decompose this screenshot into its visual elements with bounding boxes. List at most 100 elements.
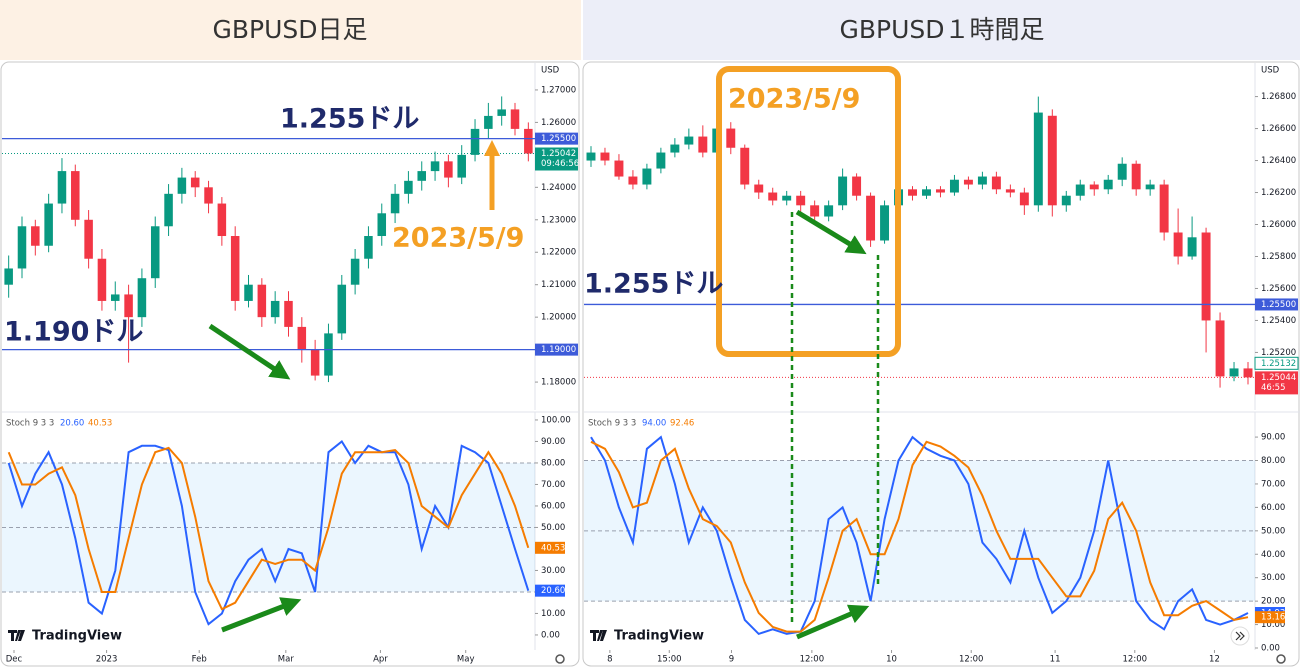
candle-body <box>796 195 806 206</box>
candle-body <box>257 284 267 318</box>
value-label: 20.60 <box>541 586 565 596</box>
y-tick-label: 1.25400 <box>1261 316 1296 326</box>
candle-body <box>71 171 80 220</box>
x-tick-label: Apr <box>373 655 388 665</box>
candle-body <box>838 176 848 206</box>
candle-body <box>642 168 652 185</box>
arrow <box>795 209 867 255</box>
x-tick-label: Mar <box>278 655 295 665</box>
x-tick-label: 2023 <box>96 655 118 665</box>
panel-border <box>0 61 580 667</box>
y-tick-label: 1.26000 <box>541 118 576 128</box>
candle-body <box>824 205 834 217</box>
candle-body <box>177 177 187 194</box>
candle-body <box>810 205 820 217</box>
y-tick-label: 50.00 <box>541 523 565 533</box>
x-tick-label: Dec <box>6 655 23 665</box>
candle-body <box>1005 189 1015 193</box>
y-tick-label: 1.18000 <box>541 378 576 388</box>
panel-title: GBPUSD１時間足 <box>839 15 1044 44</box>
candle-body <box>991 176 1001 190</box>
candle-body <box>1187 237 1197 257</box>
price-label: 1.25500 <box>541 134 576 144</box>
candle-body <box>230 236 240 301</box>
y-tick-label: 60.00 <box>541 501 565 511</box>
logo-mark <box>590 630 607 641</box>
candle-body <box>1145 184 1155 190</box>
y-tick-label: 80.00 <box>1261 456 1285 466</box>
x-tick-label: 15:00 <box>657 655 682 665</box>
annotation: 1.255ドル <box>280 104 419 135</box>
candle-body <box>110 294 120 301</box>
candle-body <box>417 171 427 181</box>
candle-body <box>922 189 931 196</box>
y-tick-label: 30.00 <box>541 566 565 576</box>
candle-body <box>1243 368 1253 378</box>
indicator-name: Stoch 9 3 3 <box>588 419 636 429</box>
x-tick-label: 12:00 <box>1123 655 1148 665</box>
y-tick-label: 1.25200 <box>1261 348 1296 358</box>
candle-body <box>670 144 680 153</box>
candle-body <box>4 268 13 285</box>
candle-body <box>404 180 413 194</box>
y-tick-label: 80.00 <box>541 458 565 468</box>
last-price-label: 1.25044 <box>1261 373 1296 383</box>
candle-body <box>1117 163 1127 180</box>
candle-body <box>1229 368 1239 377</box>
candle-body <box>217 203 227 237</box>
candle-body <box>97 258 107 301</box>
candle-body <box>726 128 736 148</box>
legend-value: 40.53 <box>88 419 112 429</box>
y-tick-label: 10.00 <box>541 609 565 619</box>
price-label-bg <box>535 132 578 145</box>
candle-body <box>1033 112 1043 206</box>
countdown-label: 46:55 <box>1261 383 1286 393</box>
x-tick-label: 12:00 <box>959 655 984 665</box>
y-tick-label: 10.00 <box>1261 620 1285 630</box>
settings-icon[interactable] <box>555 654 565 664</box>
y-tick-label: 1.25600 <box>1261 284 1296 294</box>
price-label-bg <box>1254 356 1299 370</box>
candle-body <box>270 300 280 318</box>
panel-border <box>582 61 1300 667</box>
candle-body <box>430 161 440 172</box>
candle-body <box>1047 115 1057 206</box>
candle-body <box>364 236 373 259</box>
price-label: 1.25132 <box>1261 359 1296 369</box>
candle-body <box>337 284 347 334</box>
candle-body <box>880 205 890 241</box>
y-tick-label: 1.26600 <box>1261 124 1296 134</box>
plot-area <box>590 435 1249 636</box>
y-tick-label: 70.00 <box>541 480 565 490</box>
candle-body <box>84 219 93 259</box>
plot-area <box>7 440 530 626</box>
logo-text: TradingView <box>614 629 704 644</box>
value-label-bg <box>535 541 565 554</box>
x-tick-label: 10 <box>886 655 897 665</box>
arrow <box>208 323 291 380</box>
y-tick-label: 60.00 <box>1261 503 1285 513</box>
scroll-icon <box>1235 631 1245 641</box>
panel-title: GBPUSD日足 <box>212 15 367 44</box>
logo-mark <box>8 630 25 641</box>
candle-body <box>31 226 40 246</box>
currency-label: USD <box>541 66 560 76</box>
y-tick-label: 50.00 <box>1261 526 1285 536</box>
candle-body <box>754 184 764 193</box>
annotation: 2023/5/9 <box>392 223 524 254</box>
candle-body <box>1019 192 1029 206</box>
candle-body <box>244 284 253 301</box>
y-tick-label: 1.20000 <box>541 313 576 323</box>
candle-body <box>390 193 400 214</box>
settings-icon[interactable] <box>1276 654 1286 664</box>
x-tick-label: May <box>457 655 475 665</box>
y-tick-label: 70.00 <box>1261 479 1285 489</box>
candle-body <box>1131 163 1141 190</box>
header-bg <box>0 0 581 60</box>
candle-body <box>684 136 694 145</box>
candle-body <box>600 152 610 161</box>
candle-body <box>497 109 506 116</box>
candle-body <box>44 203 53 246</box>
